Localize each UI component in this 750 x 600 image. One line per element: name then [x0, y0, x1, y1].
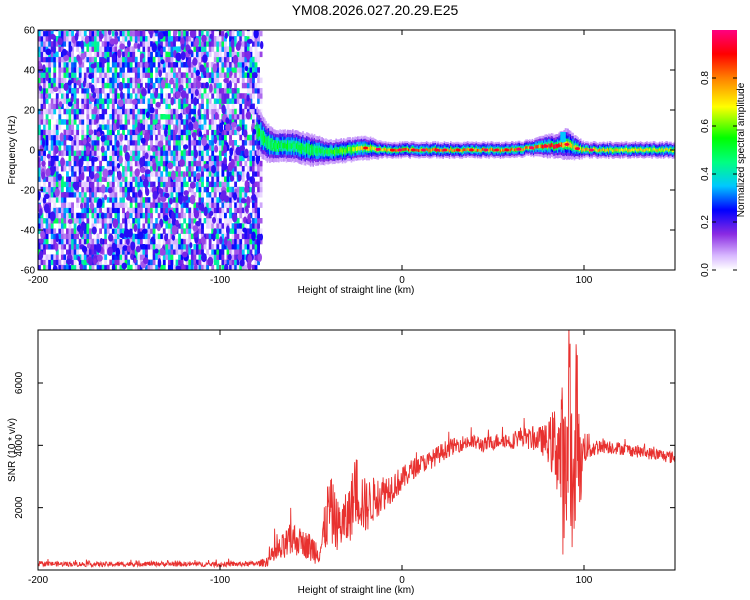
spectrogram-xtick-label: -200: [28, 275, 48, 286]
snr-ytick-label: 2000: [14, 496, 25, 519]
spectrogram-heatmap: [38, 30, 675, 270]
snr-xtick-label: 0: [399, 575, 405, 586]
spectrogram-xlabel: Height of straight line (km): [298, 285, 415, 296]
page-title: YM08.2026.027.20.29.E25: [291, 2, 459, 18]
colorbar-ticks: 0.0 0.2 0.4 0.6 0.8: [700, 71, 737, 277]
spectrogram-ytick-label: 40: [24, 66, 36, 77]
snr-ylabel: SNR (10 * v/v): [7, 418, 18, 482]
colorbar-tick-label: 0.4: [700, 167, 711, 181]
snr-ytick-label: 4000: [14, 434, 25, 457]
spectrogram-xtick-label: -100: [210, 275, 230, 286]
spectrogram-ytick-label: 0: [29, 146, 35, 157]
spectrogram-ytick-label: 20: [24, 106, 36, 117]
spectrogram-ytick-label: -40: [21, 226, 36, 237]
snr-ytick-label: 6000: [14, 371, 25, 394]
colorbar-label: Normalized spectral amplitude: [736, 82, 747, 217]
snr-xtick-label: -100: [210, 575, 230, 586]
spectrogram-ylabel: Frequency (Hz): [7, 116, 18, 185]
colorbar-tick-label: 0.2: [700, 215, 711, 229]
snr-frame: [37, 329, 676, 571]
snr-series-line: [38, 330, 675, 569]
colorbar: 0.0 0.2 0.4 0.6 0.8 Normalized spectral ampl…: [700, 30, 747, 277]
spectrogram-ytick-label: -20: [21, 186, 36, 197]
snr-xtick-label: -200: [28, 575, 48, 586]
snr-chart: -200 -100 0 100 2000 4000 6000 Height of strai…: [7, 329, 676, 596]
snr-line-group: [38, 330, 675, 569]
spectrogram-ytick-label: -60: [21, 266, 36, 277]
snr-xlabel: Height of straight line (km): [298, 585, 415, 596]
snr-xtick-label: 100: [576, 575, 593, 586]
snr-ticks: -200 -100 0 100 2000 4000 6000: [14, 330, 675, 586]
spectrogram-xtick-label: 0: [399, 275, 405, 286]
colorbar-tick-label: 0.8: [700, 71, 711, 85]
colorbar-gradient: [712, 30, 737, 270]
spectrogram-ytick-label: 60: [24, 26, 36, 37]
colorbar-tick-label: 0.0: [700, 263, 711, 277]
spectrogram-xtick-label: 100: [576, 275, 593, 286]
colorbar-tick-label: 0.6: [700, 119, 711, 133]
